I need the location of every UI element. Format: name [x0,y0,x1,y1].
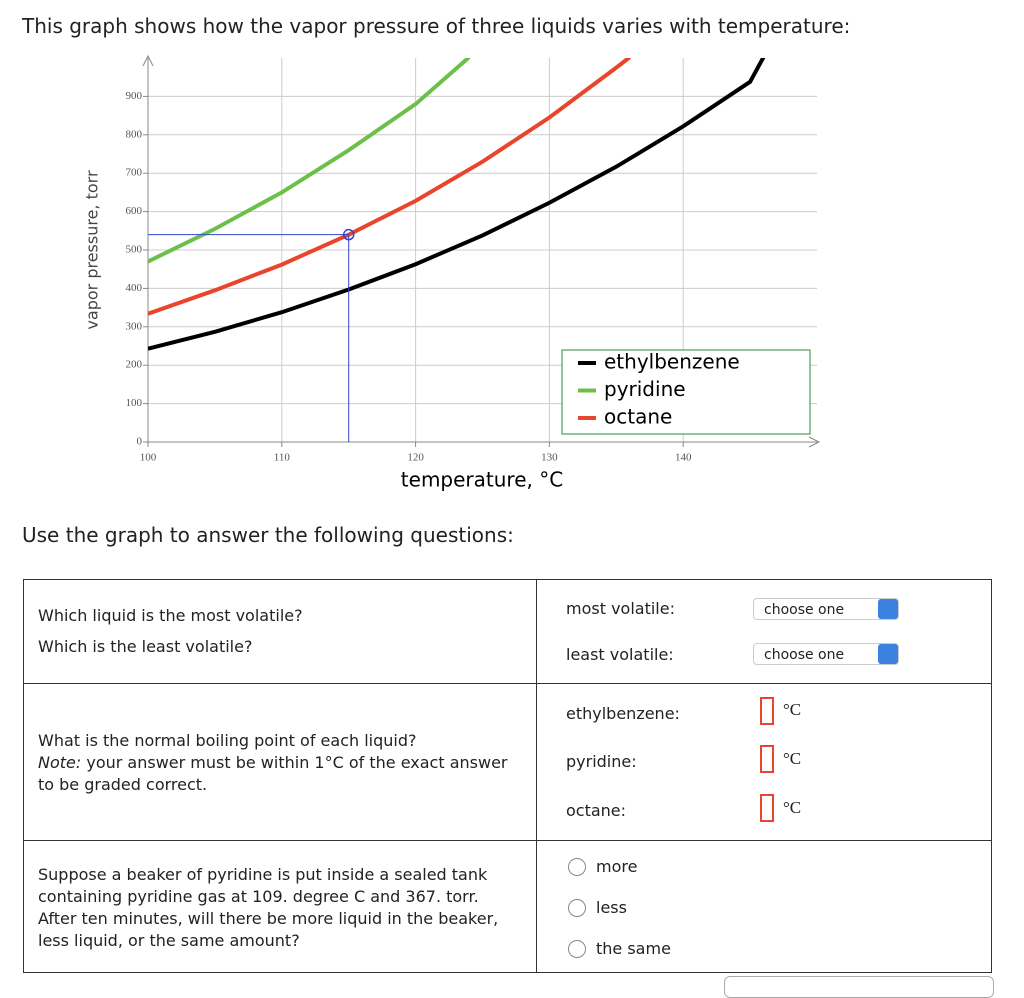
marker [342,228,355,241]
legend-label: octane [604,405,672,429]
option: less [596,898,627,917]
prompt: Use the graph to answer the following qu… [22,523,514,547]
unit: °C [783,700,802,719]
field-label: octane: [566,801,627,820]
y-tick-label: 500 [126,244,143,256]
y-tick-label: 800 [126,128,143,140]
y-tick-label: 900 [126,90,143,102]
x-tick-label: 120 [407,452,424,464]
legend: ethylbenzene pyridine octane [578,350,740,429]
question: Which is the least volatile? [38,637,253,656]
question: Which liquid is the most volatile? [38,606,303,625]
field-label: pyridine: [566,752,637,771]
select[interactable]: choose one [753,643,899,665]
question: Suppose a beaker of pyridine is put insi… [38,865,499,950]
y-tick-label: 200 [126,359,143,371]
field-label: ethylbenzene: [566,704,680,723]
y-tick-label: 600 [126,205,143,217]
curves [148,58,766,351]
y-tick-label: 300 [126,320,143,332]
x-tick-label: 130 [541,452,558,464]
radio[interactable] [568,858,586,876]
line [148,58,766,351]
option: the same [596,939,671,958]
legend-label: pyridine [604,377,686,401]
row-divider [23,840,992,841]
text-input[interactable] [760,794,774,822]
option: more [596,857,638,876]
x-tick-label: 140 [675,452,692,464]
radio[interactable] [568,899,586,917]
chart: vapor pressure, torr temperature, °C eth… [83,54,821,492]
table [23,579,992,973]
line [148,58,471,264]
row-divider [23,683,992,684]
note-label: Note: [38,753,82,772]
legend-box [561,349,811,435]
unit: °C [783,749,802,768]
radio[interactable] [568,940,586,958]
y-axis-label: vapor pressure, torr [83,170,102,330]
legend-label: ethylbenzene [604,350,740,374]
col-divider [536,579,537,973]
unit: °C [783,798,802,817]
field-label: least volatile: [566,645,674,664]
select[interactable]: choose one [753,598,899,620]
grid [143,58,817,447]
y-tick-label: 400 [126,282,143,294]
x-arrow [808,436,821,448]
y-arrow [142,54,154,67]
question: What is the normal boiling point of each… [38,730,508,796]
text-input[interactable] [760,697,774,725]
y-tick-label: 100 [126,397,143,409]
field-label: most volatile: [566,599,675,618]
x-axis-label: temperature, °C [401,468,563,492]
note-text: your answer must be within 1°C of the ex… [38,753,508,794]
line [148,58,631,316]
question-text: What is the normal boiling point of each… [38,731,417,750]
y-tick-label: 0 [137,436,143,448]
x-tick-label: 100 [140,452,157,464]
button[interactable] [724,976,994,998]
x-tick-label: 110 [274,452,291,464]
intro: This graph shows how the vapor pressure … [22,14,851,38]
y-tick-label: 700 [126,167,143,179]
text-input[interactable] [760,745,774,773]
